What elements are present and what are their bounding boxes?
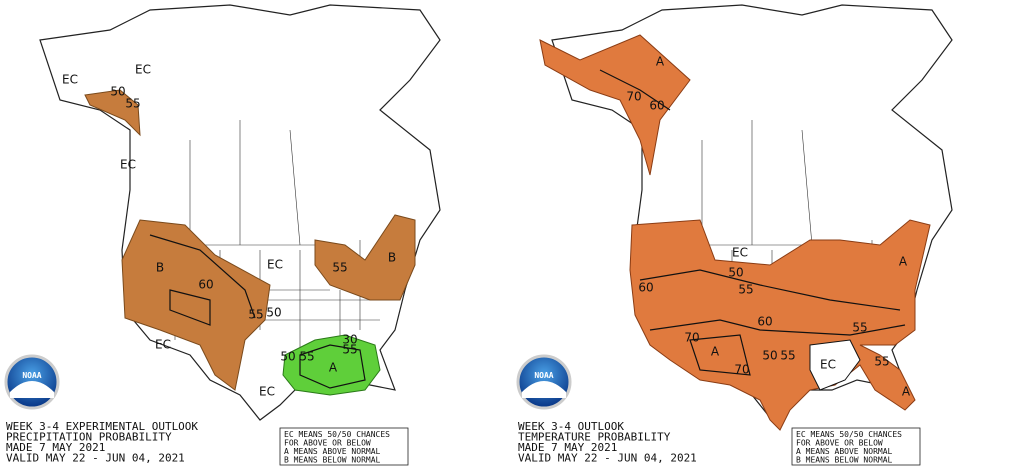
- map-label: A: [656, 55, 665, 69]
- below-region: [314, 214, 416, 301]
- contour: [599, 69, 906, 376]
- map-label: 55: [125, 97, 140, 111]
- map-label: A: [329, 361, 338, 375]
- logo-text: NOAA: [534, 371, 553, 380]
- legend-box: [279, 427, 409, 466]
- map-label: 55: [780, 349, 795, 363]
- below-region: [121, 219, 271, 391]
- map-label: EC: [820, 358, 836, 372]
- map-label: EC: [155, 338, 171, 352]
- logo-text: NOAA: [22, 371, 41, 380]
- map-label: B: [156, 261, 164, 275]
- legend-line: FOR ABOVE OR BELOW: [796, 439, 883, 448]
- legend-line: A MEANS ABOVE NORMAL: [796, 447, 893, 456]
- below-region: [84, 89, 141, 137]
- map-label: 70: [626, 90, 641, 104]
- map-label: 55: [852, 321, 867, 335]
- map-label: EC: [259, 385, 275, 399]
- map-label: 55: [332, 261, 347, 275]
- map-label: 70: [684, 331, 699, 345]
- contour: [149, 234, 366, 389]
- legend-line: EC MEANS 50/50 CHANCES: [284, 430, 390, 439]
- map-label: 50: [762, 349, 777, 363]
- map-label: EC: [62, 73, 78, 87]
- legend-line: EC MEANS 50/50 CHANCES: [796, 430, 902, 439]
- title-line: WEEK 3-4 EXPERIMENTAL OUTLOOK: [6, 420, 198, 433]
- map-label: 70: [734, 363, 749, 377]
- map-label: 60: [198, 278, 213, 292]
- above-region: [629, 219, 931, 431]
- map-label: 55: [342, 343, 357, 357]
- legend-line: A MEANS ABOVE NORMAL: [284, 447, 381, 456]
- map-label: 55: [874, 355, 889, 369]
- map-label: 30: [342, 333, 357, 347]
- legend-line: FOR ABOVE OR BELOW: [284, 439, 371, 448]
- map-label: B: [388, 251, 396, 265]
- map-label: 55: [248, 308, 263, 322]
- map-label: 50: [280, 350, 295, 364]
- legend-line: B MEANS BELOW NORMAL: [284, 456, 381, 465]
- logo-bird: [522, 381, 566, 398]
- title-line: PRECIPITATION PROBABILITY: [6, 431, 172, 444]
- map-label: A: [902, 385, 911, 399]
- title-line: VALID MAY 22 - JUN 04, 2021: [6, 452, 185, 465]
- map-label: 60: [649, 99, 664, 113]
- map-label: EC: [267, 258, 283, 272]
- map-label: A: [711, 345, 720, 359]
- map-label: 50: [728, 266, 743, 280]
- map-label: 50: [110, 85, 125, 99]
- title-line: WEEK 3-4 OUTLOOK: [518, 420, 624, 433]
- ec-region: [809, 339, 861, 391]
- legend-box: [791, 427, 921, 466]
- title-line: TEMPERATURE PROBABILITY: [518, 431, 671, 444]
- above-region: [282, 334, 381, 396]
- map-label: 60: [757, 315, 772, 329]
- title-line: MADE 7 MAY 2021: [6, 441, 105, 454]
- map-label: A: [899, 255, 908, 269]
- legend-line: B MEANS BELOW NORMAL: [796, 456, 893, 465]
- precipitation-panel: [39, 4, 441, 421]
- map-label: EC: [135, 63, 151, 77]
- map-label: 50: [266, 306, 281, 320]
- title-line: MADE 7 MAY 2021: [518, 441, 617, 454]
- map-label: EC: [120, 158, 136, 172]
- title-line: VALID MAY 22 - JUN 04, 2021: [518, 452, 697, 465]
- map-label: 55: [299, 350, 314, 364]
- map-label: EC: [732, 246, 748, 260]
- above-region: [539, 34, 691, 176]
- logo-bird: [10, 381, 54, 398]
- map-label: 60: [638, 281, 653, 295]
- map-label: 55: [738, 283, 753, 297]
